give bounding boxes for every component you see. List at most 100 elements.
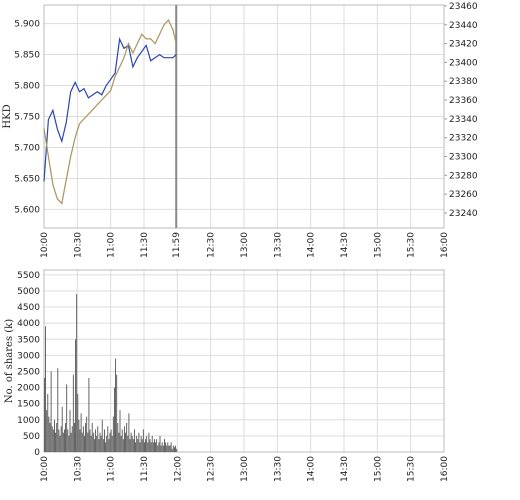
volume-bar <box>138 432 140 452</box>
y-tick-label: 5.700 <box>14 143 40 153</box>
y-tick-label: 5.900 <box>14 20 40 30</box>
volume-bar <box>92 432 94 452</box>
volume-bar <box>164 439 165 452</box>
volume-bar <box>116 374 118 452</box>
volume-bar <box>54 419 55 452</box>
volume-bar <box>58 429 60 452</box>
y-tick-label: 5500 <box>17 271 40 281</box>
y-tick-label: 0 <box>34 448 40 458</box>
x-tick-label: 11:00 <box>107 232 117 258</box>
x-tick-label: 12:00 <box>173 456 183 482</box>
volume-bar <box>44 377 45 452</box>
volume-bar <box>170 442 172 452</box>
volume-bar <box>157 445 159 452</box>
volume-bar <box>90 435 92 452</box>
volume-bar <box>140 435 142 452</box>
volume-bar <box>166 445 168 452</box>
volume-bar <box>91 423 93 452</box>
x-tick-label: 13:00 <box>240 456 250 482</box>
volume-bar <box>89 429 91 452</box>
volume-bar <box>118 432 120 452</box>
volume-bar <box>169 445 171 452</box>
y2-tick-label: 23440 <box>449 21 478 31</box>
x-tick-label: 16:00 <box>440 232 450 258</box>
volume-bar <box>119 410 121 452</box>
y-tick-label: 500 <box>23 432 40 442</box>
volume-bar <box>75 339 77 452</box>
volume-bar <box>65 423 67 452</box>
volume-bar <box>155 442 157 452</box>
volume-bar <box>67 429 69 452</box>
volume-bar <box>59 435 61 452</box>
x-tick-label: 14:30 <box>340 232 350 258</box>
y-tick-label: 3000 <box>17 351 40 361</box>
y-tick-label: 5.800 <box>14 82 40 92</box>
volume-bar <box>120 435 122 452</box>
volume-bar <box>175 445 177 452</box>
y-axis-label: HKD <box>2 104 13 128</box>
volume-bar <box>128 413 130 452</box>
volume-bar <box>176 448 178 452</box>
x-tick-label: 16:00 <box>440 456 450 482</box>
volume-bar <box>56 423 58 452</box>
volume-bar <box>85 423 87 452</box>
volume-bar <box>51 426 53 452</box>
volume-bar <box>139 442 141 452</box>
volume-bar <box>126 423 128 452</box>
volume-bar <box>84 435 85 452</box>
volume-bar <box>141 439 143 452</box>
y2-tick-label: 23340 <box>449 115 478 125</box>
x-tick-label: 10:00 <box>40 456 50 482</box>
x-tick-label: 12:30 <box>207 456 217 482</box>
volume-bar <box>162 445 164 452</box>
volume-bar <box>81 432 83 452</box>
volume-bar <box>95 429 97 452</box>
volume-bar <box>64 429 65 452</box>
volume-bar <box>82 426 84 452</box>
volume-bar <box>172 445 174 452</box>
x-tick-label: 14:00 <box>307 232 317 258</box>
y2-tick-label: 23240 <box>449 209 478 219</box>
volume-bar <box>101 419 103 452</box>
volume-bar <box>61 406 63 452</box>
y-tick-label: 4500 <box>17 303 40 313</box>
volume-bar <box>168 445 170 452</box>
y2-tick-label: 23300 <box>449 152 478 162</box>
y-axis-label: No. of shares (k) <box>4 319 15 403</box>
volume-bar <box>46 410 48 452</box>
volume-bar <box>144 442 145 452</box>
x-tick-label: 10:30 <box>73 232 83 258</box>
x-tick-label: 13:00 <box>240 232 250 258</box>
volume-bar <box>109 432 111 452</box>
volume-bar <box>79 429 81 452</box>
volume-bar <box>127 435 129 452</box>
y-tick-label: 1500 <box>17 400 40 410</box>
volume-bar <box>69 410 71 452</box>
volume-bar <box>152 442 154 452</box>
volume-bar <box>98 439 100 452</box>
volume-bar <box>104 429 105 452</box>
x-tick-label: 11:59 <box>172 232 182 258</box>
volume-bar <box>147 442 149 452</box>
volume-bar <box>150 442 152 452</box>
volume-bar <box>100 435 102 452</box>
volume-bar <box>160 445 162 452</box>
x-tick-label: 14:30 <box>340 456 350 482</box>
volume-bar <box>87 432 89 452</box>
x-tick-label: 15:00 <box>373 232 383 258</box>
y2-tick-label: 23400 <box>449 58 478 68</box>
volume-bar <box>70 432 72 452</box>
volume-bar <box>45 326 47 452</box>
volume-bar <box>154 439 155 452</box>
volume-bar <box>121 429 123 452</box>
volume-bar <box>105 442 107 452</box>
volume-bar <box>132 439 134 452</box>
volume-bar <box>68 435 70 452</box>
volume-bar <box>108 439 110 452</box>
y-tick-label: 2500 <box>17 367 40 377</box>
volume-bar <box>94 439 95 452</box>
volume-bar <box>114 387 115 452</box>
volume-bar <box>134 429 135 452</box>
volume-bar <box>171 448 173 452</box>
